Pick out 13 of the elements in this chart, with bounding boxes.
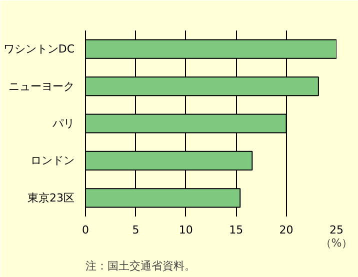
y-tick-label: ワシントンDC (3, 42, 75, 56)
x-tick-label: 20 (279, 224, 294, 236)
x-axis-title: （%） (320, 236, 353, 250)
x-tick-label: 10 (178, 224, 193, 236)
x-tick-label: 0 (82, 224, 89, 236)
y-tick-label: パリ (52, 117, 74, 130)
x-tick-label: 5 (132, 224, 140, 236)
x-tick-label: 25 (330, 224, 344, 236)
x-tick-label: 15 (229, 224, 244, 236)
y-tick-label: ニューヨーク (8, 80, 74, 93)
y-tick-label: ロンドン (30, 154, 74, 168)
text: 注：国土交通省資料。 (86, 260, 196, 272)
y-tick-label: 東京23区 (28, 191, 75, 204)
